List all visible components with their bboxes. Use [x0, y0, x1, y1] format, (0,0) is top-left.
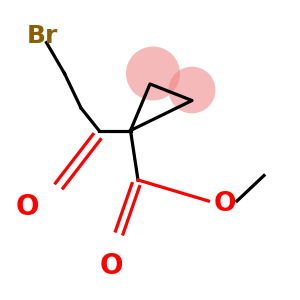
Circle shape — [169, 67, 215, 113]
Text: O: O — [15, 193, 39, 221]
Text: O: O — [99, 251, 123, 280]
Circle shape — [126, 46, 180, 100]
Text: Br: Br — [27, 24, 58, 48]
Text: O: O — [214, 191, 236, 217]
